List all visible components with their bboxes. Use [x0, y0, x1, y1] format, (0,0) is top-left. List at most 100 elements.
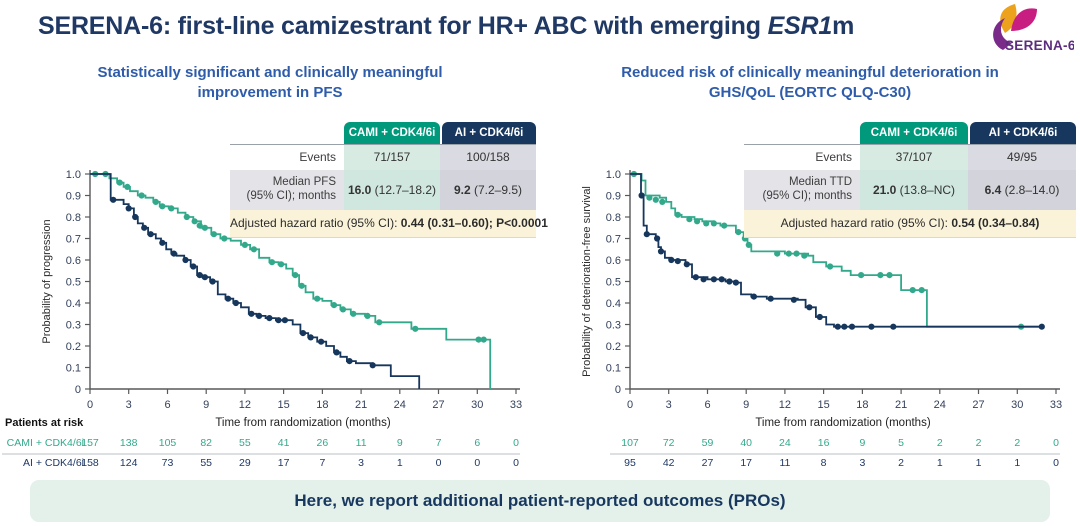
censor-mark	[726, 278, 733, 285]
left-subtitle-line2: improvement in PFS	[197, 83, 343, 101]
risk-count: 157	[81, 437, 99, 449]
events-cami-value: 37/107	[860, 145, 968, 170]
risk-count: 9	[397, 437, 403, 449]
risk-count: 6	[474, 437, 480, 449]
y-tick-label: 0.7	[66, 234, 81, 246]
km-curve-ai	[630, 173, 1045, 328]
censor-mark	[318, 338, 325, 345]
risk-count: 0	[436, 457, 442, 469]
censor-mark	[147, 231, 154, 238]
ttd-km-panel: 0 0.1 0.2 0.3 0.4 0.5 0.6 0.7 0.8 0.9 1.0 0 3 6 9 12 15 1…	[540, 118, 1080, 474]
censor-mark	[190, 263, 197, 270]
median-label: Median TTD (95% CI); months	[744, 170, 860, 210]
risk-count: 11	[356, 437, 367, 449]
risk-count: 0	[1053, 457, 1059, 469]
censor-mark	[376, 319, 383, 326]
censor-mark	[886, 272, 893, 279]
y-tick-label: 1.0	[606, 169, 621, 181]
x-axis-label: Time from randomization (months)	[215, 417, 390, 429]
censor-mark	[668, 256, 675, 264]
censor-mark	[877, 272, 884, 279]
censor-mark	[191, 218, 198, 225]
censor-mark	[806, 304, 813, 311]
censor-mark	[858, 272, 865, 279]
y-tick-label: 0	[75, 384, 81, 396]
censor-mark	[159, 239, 166, 246]
censor-mark	[221, 235, 228, 242]
risk-count: 9	[859, 437, 865, 449]
summary-table: CAMI + CDK4/6i AI + CDK4/6i Events 37/107 49…	[744, 122, 1076, 238]
risk-count: 5	[898, 437, 904, 449]
y-tick-label: 0.1	[606, 363, 621, 375]
censor-mark	[125, 205, 132, 212]
censor-mark	[735, 229, 742, 236]
censor-mark	[834, 323, 841, 330]
right-subtitle-line2: GHS/QoL (EORTC QLQ-C30)	[708, 83, 912, 101]
risk-count: 0	[474, 457, 480, 469]
censor-mark	[732, 279, 739, 286]
censor-mark	[848, 323, 856, 330]
risk-count: 3	[358, 457, 364, 469]
risk-count: 40	[740, 437, 752, 449]
risk-count: 158	[81, 457, 99, 469]
risk-count: 73	[162, 457, 174, 469]
risk-count: 16	[818, 437, 830, 449]
censor-mark	[790, 296, 797, 303]
censor-mark	[700, 276, 707, 283]
events-label: Events	[230, 145, 344, 170]
censor-mark	[225, 295, 232, 302]
censor-mark	[159, 203, 166, 210]
left-panel-subtitle: Statistically significant and clinically…	[0, 63, 540, 103]
censor-mark	[196, 222, 203, 229]
censor-mark	[314, 295, 321, 302]
cami-column-header: CAMI + CDK4/6i	[344, 122, 440, 144]
censor-mark	[412, 325, 419, 332]
risk-count: 3	[859, 457, 865, 469]
censor-mark	[718, 276, 725, 283]
risk-row-label: AI + CDK4/6i	[23, 457, 84, 469]
x-tick-label: 18	[856, 399, 868, 411]
censor-mark	[292, 272, 299, 279]
censor-mark	[703, 220, 710, 227]
x-tick-label: 27	[432, 399, 444, 411]
censor-mark	[256, 312, 263, 319]
y-tick-label: 1.0	[66, 169, 81, 181]
right-panel-subtitle: Reduced risk of clinically meaningful de…	[540, 63, 1080, 103]
y-tick-label: 0.7	[606, 234, 621, 246]
censor-mark	[674, 211, 681, 218]
km-curve-cami	[630, 173, 1042, 328]
y-tick-label: 0.3	[66, 320, 81, 332]
censor-mark	[750, 293, 757, 300]
right-subtitle-line1: Reduced risk of clinically meaningful de…	[621, 64, 999, 81]
y-tick-label: 0	[615, 384, 621, 396]
risk-count: 1	[937, 457, 943, 469]
censor-mark	[918, 287, 925, 294]
x-tick-label: 0	[87, 399, 93, 411]
censor-mark	[182, 256, 189, 264]
risk-count: 2	[937, 437, 943, 449]
y-tick-label: 0.5	[66, 277, 81, 289]
censor-mark	[209, 278, 216, 285]
median-row: Median TTD (95% CI); months 21.0 (13.8–NC)…	[744, 170, 1076, 210]
risk-count: 0	[1053, 437, 1059, 449]
censor-mark	[339, 306, 347, 313]
risk-count: 0	[513, 437, 519, 449]
hazard-ratio-row: Adjusted hazard ratio (95% CI): 0.54 (0.…	[744, 210, 1076, 237]
events-row: Events 71/157 100/158	[230, 145, 536, 170]
censor-mark	[652, 196, 659, 203]
censor-mark	[110, 196, 117, 203]
censor-mark	[281, 317, 288, 324]
y-tick-label: 0.3	[606, 320, 621, 332]
serena6-logo: SERENA-6	[952, 2, 1076, 56]
summary-table-header-row: CAMI + CDK4/6i AI + CDK4/6i	[230, 122, 536, 144]
y-tick-label: 0.9	[606, 191, 621, 203]
y-tick-label: 0.4	[606, 298, 621, 310]
risk-count: 72	[663, 437, 675, 449]
censor-mark	[694, 218, 701, 225]
censor-mark	[250, 246, 257, 253]
banner-text: Here, we report additional patient-repor…	[294, 491, 786, 510]
y-tick-label: 0.1	[66, 363, 81, 375]
risk-count: 17	[278, 457, 290, 469]
censor-mark	[710, 276, 717, 283]
km-chart-1: 00.10.20.30.40.50.60.70.80.91.00 3 6 9 12 15 1…	[581, 169, 1062, 469]
